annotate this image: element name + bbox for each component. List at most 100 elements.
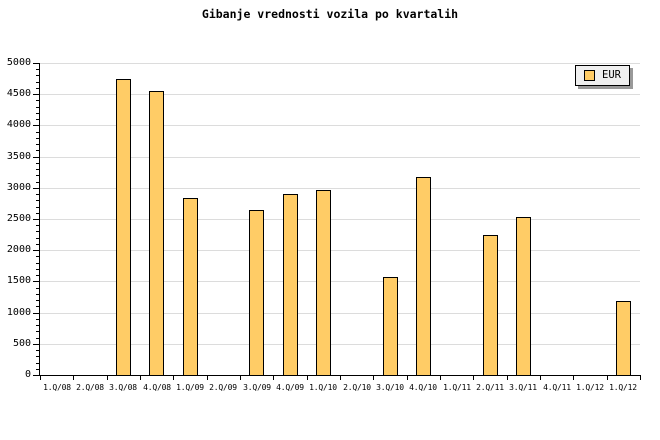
y-minor-tick (36, 207, 40, 208)
x-tick-label: 3.Q/10 (376, 383, 404, 392)
y-major-tick (33, 125, 40, 126)
y-major-tick (33, 157, 40, 158)
y-minor-tick (36, 138, 40, 139)
x-tick-label: 1.Q/11 (443, 383, 471, 392)
gridline (40, 219, 640, 220)
x-tick (507, 375, 508, 380)
y-minor-tick (36, 169, 40, 170)
y-minor-tick (36, 319, 40, 320)
y-minor-tick (36, 88, 40, 89)
x-tick (307, 375, 308, 380)
bar-4.Q/10 (416, 177, 431, 375)
y-tick-label: 2000 (6, 244, 31, 255)
x-tick (240, 375, 241, 380)
y-minor-tick (36, 331, 40, 332)
x-tick-label: 3.Q/11 (509, 383, 537, 392)
y-minor-tick (36, 132, 40, 133)
y-minor-tick (36, 100, 40, 101)
y-minor-tick (36, 200, 40, 201)
y-major-tick (33, 219, 40, 220)
x-tick-label: 4.Q/08 (143, 383, 171, 392)
y-minor-tick (36, 363, 40, 364)
y-major-tick (33, 188, 40, 189)
y-minor-tick (36, 231, 40, 232)
x-tick-label: 4.Q/11 (543, 383, 571, 392)
y-minor-tick (36, 163, 40, 164)
y-minor-tick (36, 306, 40, 307)
gridline (40, 344, 640, 345)
y-minor-tick (36, 269, 40, 270)
y-minor-tick (36, 182, 40, 183)
y-tick-label: 500 (12, 338, 31, 349)
bar-1.Q/10 (316, 190, 331, 375)
y-tick-label: 3000 (6, 182, 31, 193)
bar-4.Q/08 (149, 91, 164, 375)
gridline (40, 313, 640, 314)
gridline (40, 125, 640, 126)
x-tick-label: 1.Q/08 (43, 383, 71, 392)
y-minor-tick (36, 119, 40, 120)
gridline (40, 94, 640, 95)
chart-title: Gibanje vrednosti vozila po kvartalih (201, 7, 459, 21)
legend-swatch-icon (584, 70, 595, 81)
y-minor-tick (36, 294, 40, 295)
y-minor-tick (36, 225, 40, 226)
bar-1.Q/09 (183, 198, 198, 375)
x-tick (340, 375, 341, 380)
y-minor-tick (36, 194, 40, 195)
x-tick (573, 375, 574, 380)
bar-3.Q/08 (116, 79, 131, 375)
y-minor-tick (36, 369, 40, 370)
y-tick-label: 1000 (6, 307, 31, 318)
y-minor-tick (36, 238, 40, 239)
y-tick-label: 0 (24, 369, 31, 380)
x-tick-label: 1.Q/12 (576, 383, 604, 392)
y-major-tick (33, 250, 40, 251)
gridline (40, 250, 640, 251)
y-tick-label: 5000 (6, 57, 31, 68)
x-tick (73, 375, 74, 380)
y-tick-label: 4500 (6, 88, 31, 99)
y-tick-label: 4000 (6, 119, 31, 130)
y-minor-tick (36, 338, 40, 339)
x-tick (140, 375, 141, 380)
x-tick-label: 3.Q/08 (109, 383, 137, 392)
x-tick-label: 4.Q/10 (409, 383, 437, 392)
x-tick (440, 375, 441, 380)
x-tick (607, 375, 608, 380)
gridline (40, 157, 640, 158)
y-minor-tick (36, 275, 40, 276)
x-tick (640, 375, 641, 380)
y-minor-tick (36, 244, 40, 245)
y-minor-tick (36, 82, 40, 83)
y-minor-tick (36, 300, 40, 301)
x-tick-label: 2.Q/09 (209, 383, 237, 392)
y-major-tick (33, 375, 40, 376)
y-major-tick (33, 313, 40, 314)
y-minor-tick (36, 213, 40, 214)
x-tick (173, 375, 174, 380)
y-major-tick (33, 94, 40, 95)
y-minor-tick (36, 263, 40, 264)
bar-4.Q/09 (283, 194, 298, 375)
x-tick (107, 375, 108, 380)
x-tick-label: 1.Q/10 (309, 383, 337, 392)
x-tick (407, 375, 408, 380)
y-major-tick (33, 344, 40, 345)
bar-3.Q/09 (249, 210, 264, 375)
y-minor-tick (36, 150, 40, 151)
x-tick-label: 2.Q/10 (343, 383, 371, 392)
y-minor-tick (36, 175, 40, 176)
bar-2.Q/11 (483, 235, 498, 375)
bar-3.Q/10 (383, 277, 398, 375)
y-minor-tick (36, 356, 40, 357)
y-minor-tick (36, 144, 40, 145)
gridline (40, 63, 640, 64)
x-tick (273, 375, 274, 380)
legend-series-label: EUR (602, 69, 621, 81)
x-tick (473, 375, 474, 380)
legend[interactable]: EUR (575, 65, 630, 86)
y-tick-label: 1500 (6, 275, 31, 286)
x-tick-label: 3.Q/09 (243, 383, 271, 392)
